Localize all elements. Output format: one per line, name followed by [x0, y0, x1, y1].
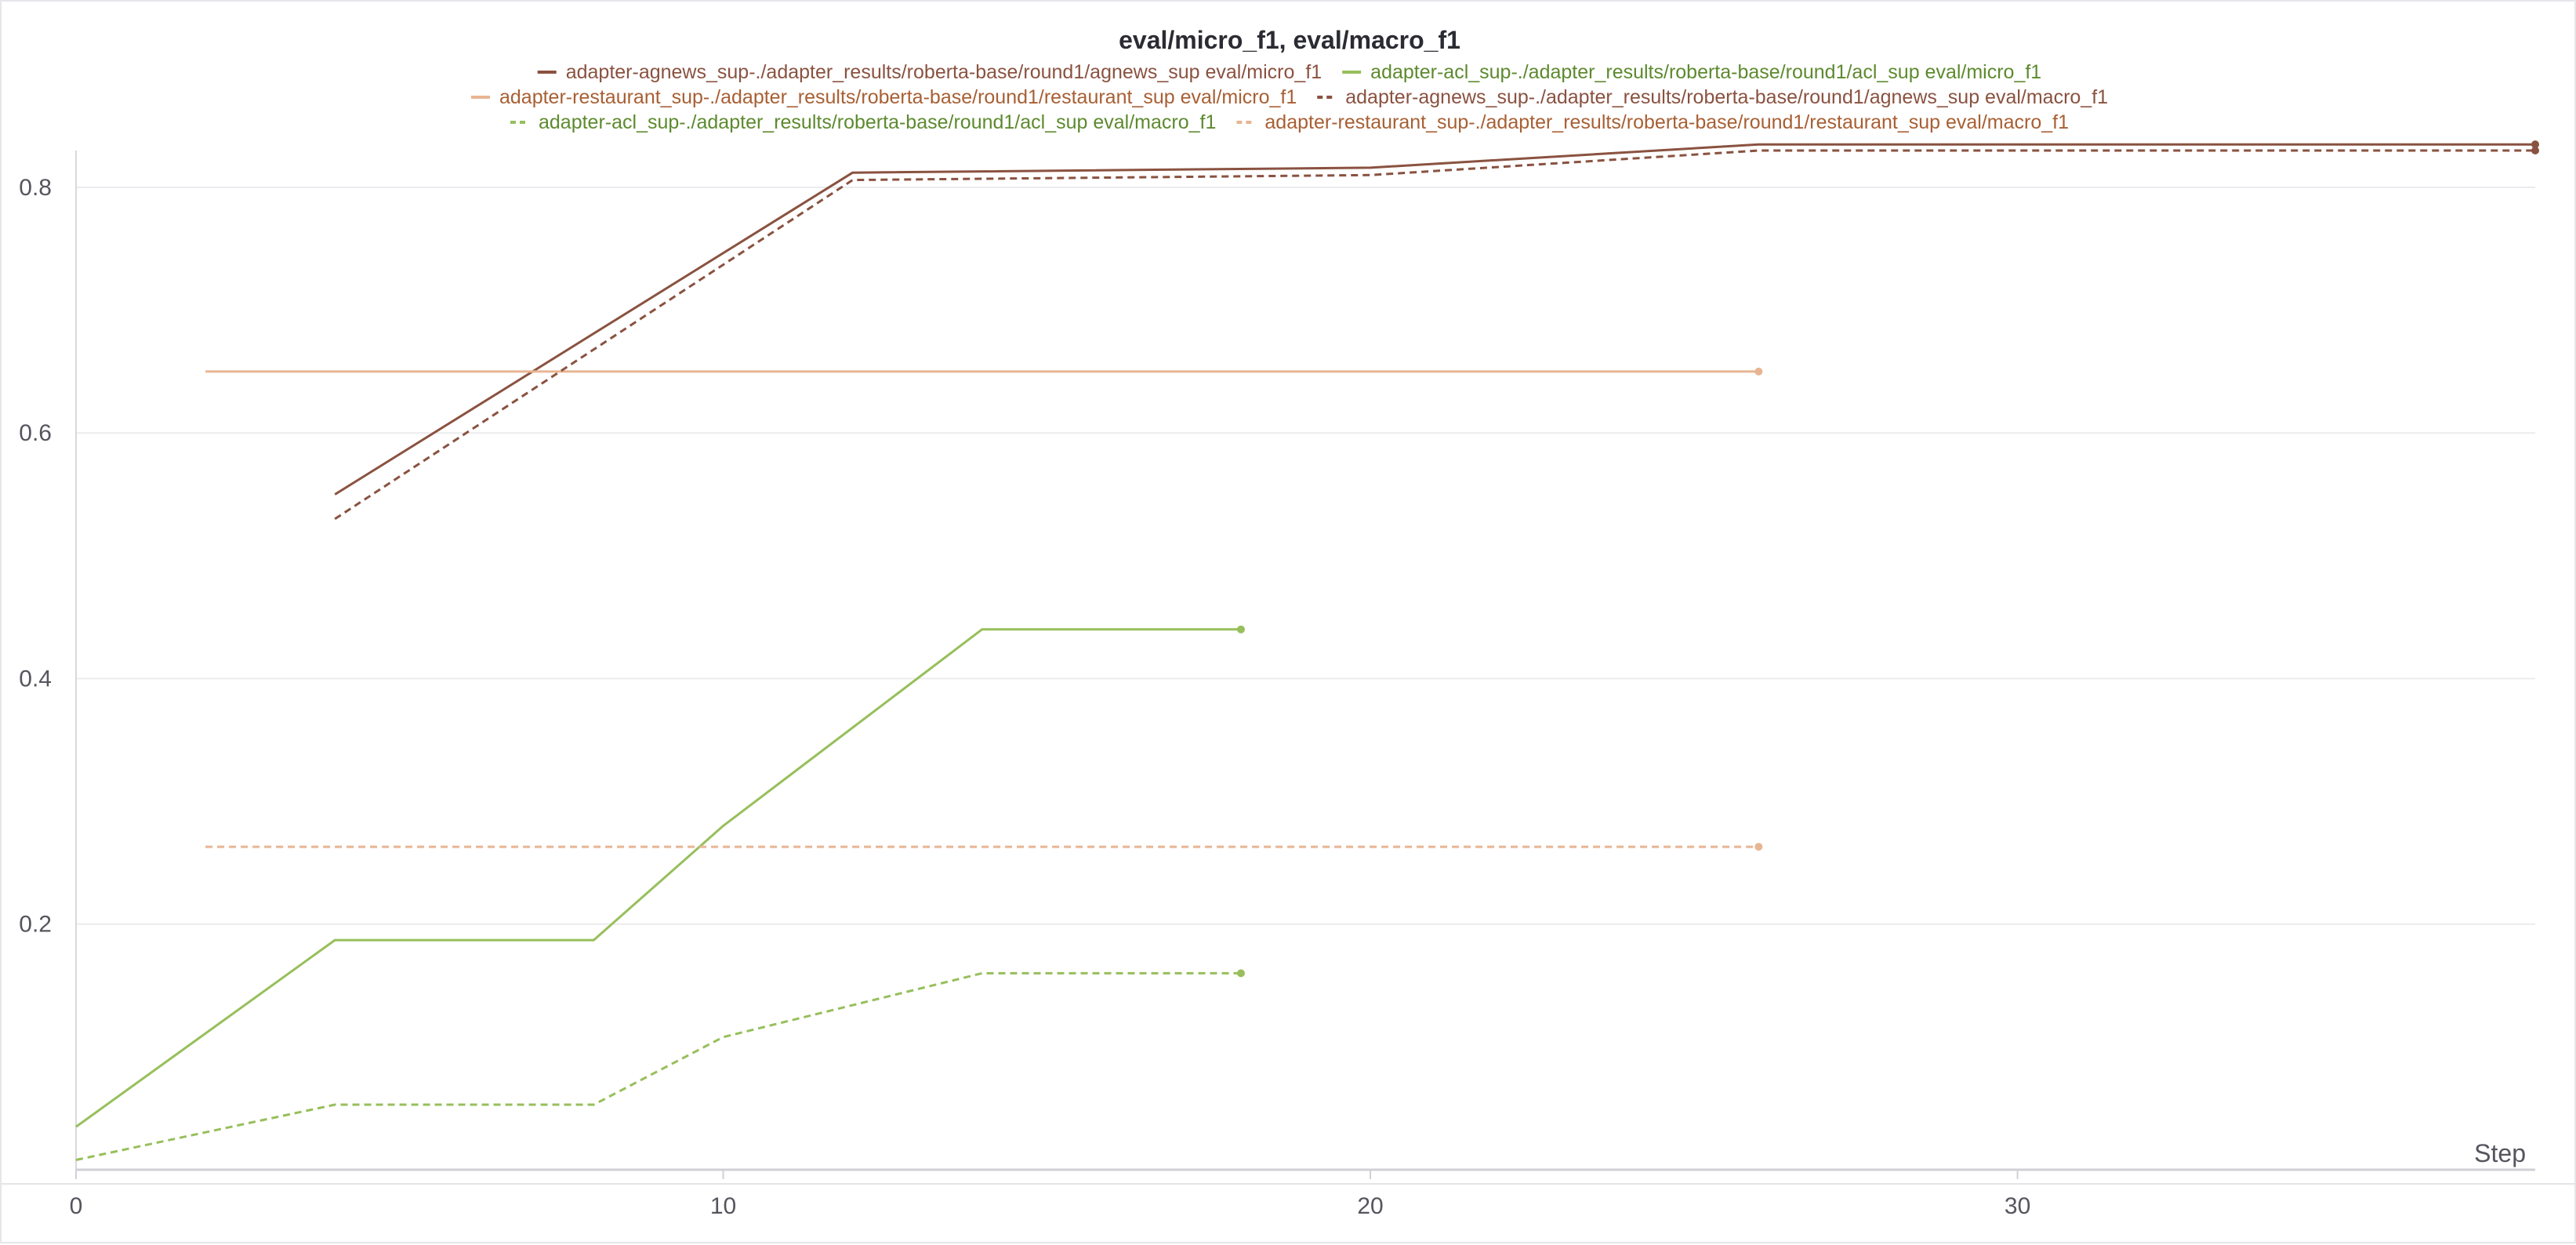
series-line-2[interactable] [75, 628, 1241, 1128]
legend-item[interactable]: adapter-restaurant_sup-./adapter_results… [471, 86, 1297, 108]
legend: adapter-agnews_sup-./adapter_results/rob… [471, 61, 2108, 133]
y-tick-label: 0.8 [19, 175, 52, 201]
series-end-point-2[interactable] [1236, 625, 1245, 633]
chart-title: eval/micro_f1, eval/macro_f1 [1119, 26, 1460, 54]
legend-item[interactable]: adapter-agnews_sup-./adapter_results/rob… [537, 61, 1322, 83]
legend-label: adapter-agnews_sup-./adapter_results/rob… [1345, 86, 2108, 108]
y-tick-label: 0.2 [19, 912, 52, 938]
legend-item[interactable]: adapter-agnews_sup-./adapter_results/rob… [1317, 86, 2108, 108]
series-end-point-1[interactable] [2531, 140, 2539, 149]
legend-row: adapter-acl_sup-./adapter_results/robert… [510, 111, 2069, 133]
x-axis-title: Step [2474, 1139, 2526, 1167]
legend-label: adapter-acl_sup-./adapter_results/robert… [539, 111, 1216, 133]
legend-label: adapter-restaurant_sup-./adapter_results… [1264, 111, 2069, 133]
legend-item[interactable]: adapter-acl_sup-./adapter_results/robert… [510, 111, 1216, 133]
x-tick-label: 10 [710, 1193, 736, 1219]
legend-label: adapter-acl_sup-./adapter_results/robert… [1370, 61, 2041, 83]
legend-label: adapter-restaurant_sup-./adapter_results… [499, 86, 1297, 108]
x-tick-label: 30 [2005, 1193, 2030, 1219]
y-tick-label: 0.6 [19, 420, 52, 446]
legend-label: adapter-agnews_sup-./adapter_results/rob… [566, 61, 1322, 83]
series-end-point-4[interactable] [2531, 147, 2539, 154]
series-line-1[interactable] [334, 143, 2535, 495]
legend-item[interactable]: adapter-acl_sup-./adapter_results/robert… [1342, 61, 2041, 83]
series-end-point-3[interactable] [1754, 367, 1763, 376]
y-tick-label: 0.4 [19, 666, 52, 691]
axes: 0.2 0.4 0.6 0.8 0 10 20 30 [2, 151, 2576, 1219]
x-tick-label: 0 [70, 1193, 83, 1219]
legend-row: adapter-agnews_sup-./adapter_results/rob… [537, 61, 2041, 83]
series-line-5[interactable] [75, 971, 1241, 1161]
series-layer [75, 140, 2539, 1161]
legend-row: adapter-restaurant_sup-./adapter_results… [471, 86, 2108, 108]
x-tick-label: 20 [1357, 1193, 1383, 1219]
legend-item[interactable]: adapter-restaurant_sup-./adapter_results… [1236, 111, 2069, 133]
series-line-4[interactable] [334, 149, 2535, 521]
series-end-point-6[interactable] [1754, 843, 1763, 851]
series-end-point-5[interactable] [1236, 969, 1245, 978]
grid-lines [76, 186, 2535, 925]
